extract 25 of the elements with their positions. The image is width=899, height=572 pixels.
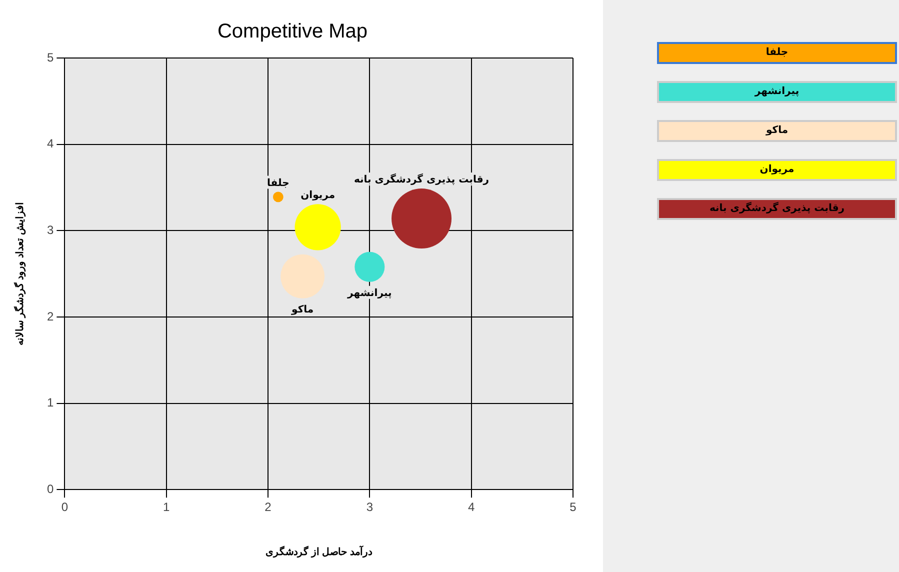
y-axis-title: افزایش تعداد ورود گردشگر سالانه xyxy=(12,202,26,346)
y-tick-label: 4 xyxy=(46,136,54,151)
y-tick-label: 0 xyxy=(46,482,54,496)
y-tick-label: 1 xyxy=(46,396,54,410)
text: جلفا xyxy=(766,47,788,58)
series-label: جلفا xyxy=(267,178,290,189)
series-label: ماکو xyxy=(290,304,314,316)
x-tick-label: 2 xyxy=(264,500,272,514)
series-label: پیرانشهر xyxy=(346,288,392,299)
y-tick-label: 2 xyxy=(46,309,54,324)
y-tick-label: 5 xyxy=(46,50,54,64)
text: مریوان xyxy=(760,164,794,175)
x-tick-label: 5 xyxy=(570,500,577,514)
series-label: رقابت پذیری گردشگری بانه xyxy=(354,172,490,186)
text: ماکو xyxy=(766,125,788,136)
x-axis-title: درآمد حاصل از گردشگری xyxy=(266,544,373,558)
y-tick-label: 3 xyxy=(46,222,54,237)
x-tick-label: 0 xyxy=(61,500,68,514)
chart-title: Competitive Map xyxy=(217,20,368,43)
x-tick-label: 4 xyxy=(468,500,475,514)
x-tick-label: 1 xyxy=(162,500,170,514)
text: پیرانشهر xyxy=(754,86,800,97)
text: رقابت پذیری گردشگری بانه xyxy=(709,203,845,214)
series-label: مریوان xyxy=(300,190,336,202)
x-tick-label: 3 xyxy=(366,500,374,514)
